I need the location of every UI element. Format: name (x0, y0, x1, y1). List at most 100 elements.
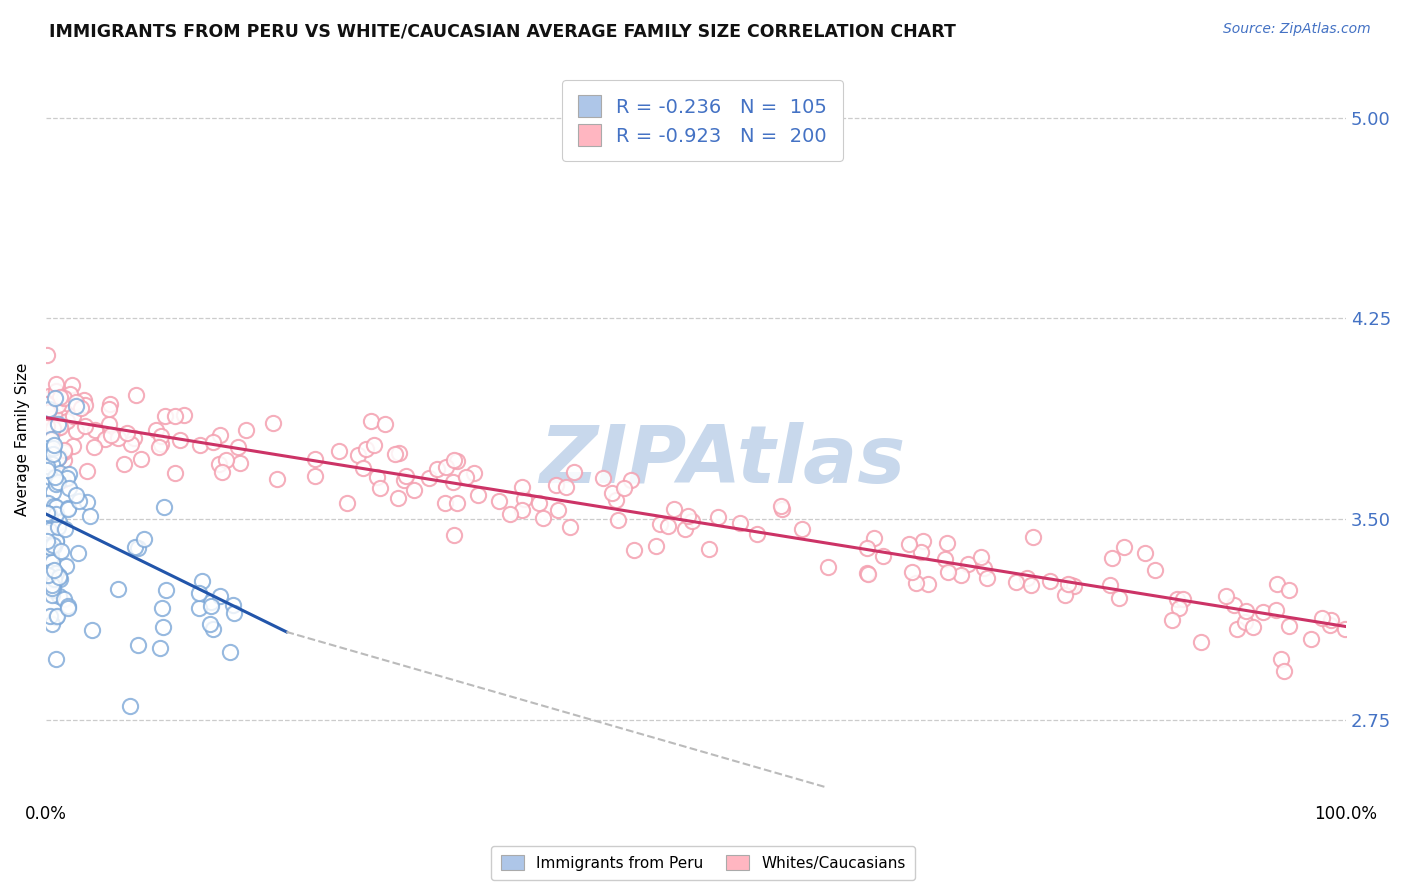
Point (463, 466, 485, 480)
Point (45, 384, 67, 399)
Text: Source: ZipAtlas.com: Source: ZipAtlas.com (1223, 22, 1371, 37)
Point (208, 428, 231, 442)
Point (1241, 620, 1264, 634)
Legend: Immigrants from Peru, Whites/Caucasians: Immigrants from Peru, Whites/Caucasians (492, 846, 914, 880)
Point (37, 535, 59, 549)
Point (304, 469, 326, 483)
Point (266, 473, 288, 487)
Point (202, 434, 225, 449)
Point (45, 477, 67, 491)
Point (1054, 588, 1077, 602)
Point (747, 526, 769, 541)
Point (443, 528, 465, 542)
Point (53, 592, 76, 607)
Legend: R = -0.236   N =  105, R = -0.923   N =  200: R = -0.236 N = 105, R = -0.923 N = 200 (562, 80, 842, 161)
Point (219, 645, 242, 659)
Point (155, 582, 177, 597)
Point (73, 392, 96, 407)
Point (1215, 590, 1237, 604)
Point (97, 402, 120, 417)
Point (45, 652, 67, 666)
Point (620, 473, 643, 487)
Point (226, 440, 249, 454)
Point (44, 391, 66, 405)
Point (41, 617, 63, 632)
Point (48, 466, 70, 480)
Point (52, 442, 75, 457)
Point (45, 533, 67, 548)
Point (336, 496, 359, 510)
Point (211, 465, 233, 479)
Point (1265, 577, 1288, 591)
Point (728, 516, 751, 530)
Point (58, 467, 80, 481)
Point (58, 599, 80, 614)
Point (83, 440, 105, 454)
Point (39, 429, 62, 443)
Point (37, 419, 59, 434)
Point (387, 491, 409, 506)
Point (56, 471, 79, 485)
Point (664, 501, 686, 516)
Point (38, 389, 60, 403)
Point (124, 540, 146, 554)
Point (37, 567, 59, 582)
Point (531, 511, 554, 525)
Point (37, 463, 59, 477)
Point (1270, 652, 1292, 666)
Point (1098, 578, 1121, 592)
Point (49, 415, 72, 429)
Point (1320, 613, 1343, 627)
Point (39, 445, 62, 459)
Point (706, 509, 728, 524)
Point (132, 532, 155, 546)
Point (98, 397, 121, 411)
Point (42, 447, 65, 461)
Point (560, 520, 582, 534)
Point (45, 566, 67, 580)
Point (53, 445, 76, 459)
Point (163, 466, 186, 480)
Point (1236, 604, 1258, 618)
Point (152, 620, 174, 634)
Point (917, 576, 939, 591)
Point (38, 523, 60, 537)
Point (1039, 574, 1062, 589)
Point (950, 567, 973, 582)
Point (510, 503, 533, 517)
Point (1022, 530, 1045, 544)
Point (262, 416, 284, 430)
Point (120, 437, 142, 451)
Point (53, 522, 76, 536)
Point (224, 607, 246, 621)
Point (37, 533, 59, 548)
Point (44, 540, 66, 554)
Point (39, 550, 62, 565)
Point (562, 465, 585, 479)
Point (862, 531, 884, 545)
Point (395, 469, 418, 483)
Point (41, 581, 63, 595)
Point (544, 477, 567, 491)
Point (112, 457, 135, 471)
Point (188, 438, 211, 452)
Point (37, 506, 59, 520)
Point (600, 486, 623, 500)
Point (434, 459, 457, 474)
Point (56, 601, 79, 615)
Point (75, 398, 97, 412)
Point (45, 415, 67, 429)
Point (42, 538, 65, 552)
Point (198, 617, 221, 632)
Point (973, 560, 995, 574)
Point (37, 409, 59, 424)
Point (173, 408, 195, 422)
Point (58, 397, 80, 411)
Point (418, 471, 440, 485)
Point (1278, 618, 1301, 632)
Point (200, 599, 222, 614)
Point (42, 437, 65, 451)
Point (1226, 622, 1249, 636)
Point (169, 433, 191, 447)
Point (49, 419, 72, 434)
